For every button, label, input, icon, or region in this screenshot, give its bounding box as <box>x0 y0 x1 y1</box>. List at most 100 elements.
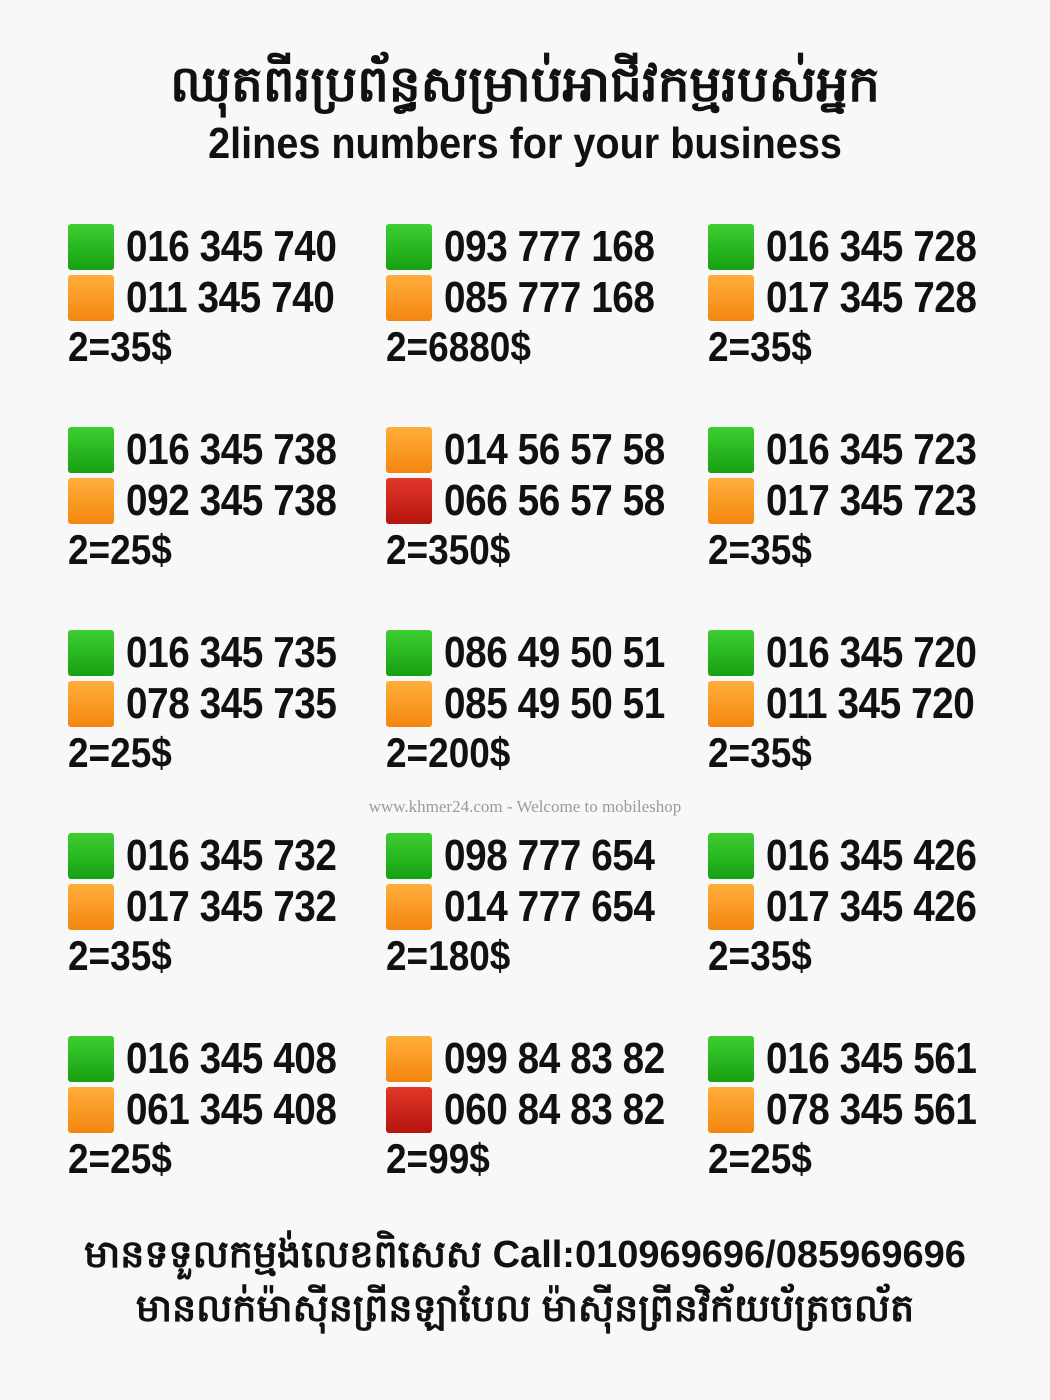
number-set-card: 086 49 50 51 085 49 50 51 2=200$ <box>386 628 706 788</box>
phone-number: 098 777 654 <box>444 831 655 880</box>
price-label: 2=35$ <box>708 932 812 979</box>
phone-number: 011 345 720 <box>766 679 975 728</box>
green-square-icon <box>68 1036 114 1082</box>
phone-line: 085 49 50 51 <box>386 679 695 729</box>
phone-line: 014 56 57 58 <box>386 425 695 475</box>
number-set-card: 014 56 57 58 066 56 57 58 2=350$ <box>386 425 706 585</box>
price-label: 2=35$ <box>708 323 812 370</box>
orange-square-icon <box>68 1087 114 1133</box>
orange-square-icon <box>386 681 432 727</box>
orange-square-icon <box>708 1087 754 1133</box>
phone-number: 016 345 740 <box>126 222 337 271</box>
phone-number: 017 345 723 <box>766 476 977 525</box>
phone-number: 011 345 740 <box>126 273 335 322</box>
red-square-icon <box>386 478 432 524</box>
green-square-icon <box>708 427 754 473</box>
price-label: 2=350$ <box>386 526 511 573</box>
orange-square-icon <box>386 884 432 930</box>
title-english: 2lines numbers for your business <box>208 119 842 168</box>
orange-square-icon <box>68 681 114 727</box>
phone-line: 099 84 83 82 <box>386 1034 695 1084</box>
phone-line: 017 345 723 <box>708 476 1005 526</box>
price-label: 2=35$ <box>68 323 172 370</box>
number-set-card: 016 345 735 078 345 735 2=25$ <box>68 628 388 788</box>
phone-number: 016 345 720 <box>766 628 977 677</box>
price-label: 2=25$ <box>68 526 172 573</box>
green-square-icon <box>68 833 114 879</box>
phone-number: 016 345 735 <box>126 628 337 677</box>
phone-number: 086 49 50 51 <box>444 628 665 677</box>
phone-line: 092 345 738 <box>68 476 365 526</box>
green-square-icon <box>708 630 754 676</box>
red-square-icon <box>386 1087 432 1133</box>
phone-line: 061 345 408 <box>68 1085 365 1135</box>
phone-number: 085 49 50 51 <box>444 679 665 728</box>
phone-number: 017 345 728 <box>766 273 977 322</box>
number-set-card: 016 345 720 011 345 720 2=35$ <box>708 628 1028 788</box>
orange-square-icon <box>708 681 754 727</box>
phone-number: 093 777 168 <box>444 222 655 271</box>
green-square-icon <box>68 630 114 676</box>
number-set-card: 016 345 732 017 345 732 2=35$ <box>68 831 388 991</box>
phone-line: 016 345 740 <box>68 222 365 272</box>
phone-line: 098 777 654 <box>386 831 683 881</box>
price-label: 2=25$ <box>708 1135 812 1182</box>
green-square-icon <box>708 224 754 270</box>
phone-number: 014 56 57 58 <box>444 425 665 474</box>
green-square-icon <box>68 427 114 473</box>
phone-line: 016 345 720 <box>708 628 1005 678</box>
phone-line: 017 345 732 <box>68 882 365 932</box>
phone-line: 016 345 728 <box>708 222 1005 272</box>
phone-line: 011 345 740 <box>68 273 363 323</box>
footer-products: មានលក់ម៉ាស៊ីនព្រីនឡាបែល ម៉ាស៊ីនព្រីនវិក័… <box>135 1288 915 1330</box>
phone-number: 016 345 426 <box>766 831 977 880</box>
phone-line: 016 345 561 <box>708 1034 1005 1084</box>
number-set-card: 016 345 740 011 345 740 2=35$ <box>68 222 388 382</box>
phone-line: 078 345 735 <box>68 679 365 729</box>
phone-line: 016 345 723 <box>708 425 1005 475</box>
orange-square-icon <box>386 275 432 321</box>
phone-line: 017 345 728 <box>708 273 1005 323</box>
phone-number: 017 345 426 <box>766 882 977 931</box>
phone-number: 014 777 654 <box>444 882 655 931</box>
phone-line: 066 56 57 58 <box>386 476 695 526</box>
green-square-icon <box>386 833 432 879</box>
phone-line: 017 345 426 <box>708 882 1005 932</box>
phone-number: 016 345 723 <box>766 425 977 474</box>
price-label: 2=35$ <box>708 729 812 776</box>
phone-line: 011 345 720 <box>708 679 1003 729</box>
price-label: 2=200$ <box>386 729 511 776</box>
price-label: 2=25$ <box>68 729 172 776</box>
phone-line: 016 345 738 <box>68 425 365 475</box>
green-square-icon <box>68 224 114 270</box>
phone-line: 016 345 735 <box>68 628 365 678</box>
watermark: www.khmer24.com - Welcome to mobileshop <box>368 797 682 816</box>
orange-square-icon <box>68 884 114 930</box>
number-set-card: 098 777 654 014 777 654 2=180$ <box>386 831 706 991</box>
number-set-card: 016 345 728 017 345 728 2=35$ <box>708 222 1028 382</box>
phone-number: 078 345 561 <box>766 1085 977 1134</box>
number-set-card: 093 777 168 085 777 168 2=6880$ <box>386 222 706 382</box>
price-label: 2=180$ <box>386 932 511 979</box>
phone-number: 060 84 83 82 <box>444 1085 665 1134</box>
number-set-card: 016 345 426 017 345 426 2=35$ <box>708 831 1028 991</box>
orange-square-icon <box>68 478 114 524</box>
price-label: 2=35$ <box>708 526 812 573</box>
phone-line: 016 345 732 <box>68 831 365 881</box>
price-label: 2=99$ <box>386 1135 490 1182</box>
orange-square-icon <box>386 1036 432 1082</box>
green-square-icon <box>708 1036 754 1082</box>
phone-number: 099 84 83 82 <box>444 1034 665 1083</box>
phone-number: 016 345 732 <box>126 831 337 880</box>
price-label: 2=25$ <box>68 1135 172 1182</box>
phone-number: 016 345 561 <box>766 1034 977 1083</box>
orange-square-icon <box>708 275 754 321</box>
green-square-icon <box>708 833 754 879</box>
phone-number: 085 777 168 <box>444 273 655 322</box>
phone-number: 016 345 738 <box>126 425 337 474</box>
phone-number: 061 345 408 <box>126 1085 337 1134</box>
orange-square-icon <box>386 427 432 473</box>
orange-square-icon <box>68 275 114 321</box>
price-label: 2=35$ <box>68 932 172 979</box>
phone-number: 078 345 735 <box>126 679 337 728</box>
